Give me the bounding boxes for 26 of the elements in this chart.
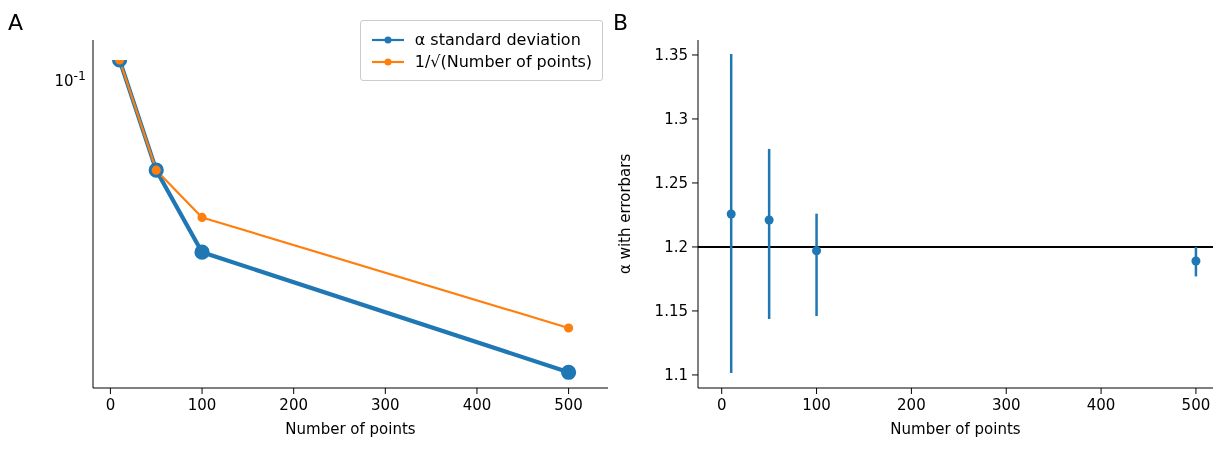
y-tick-label: 1.35 xyxy=(654,45,688,64)
x-tick-label: 0 xyxy=(716,396,727,414)
y-axis-title: α with errorbars xyxy=(616,153,635,274)
x-axis-title: Number of points xyxy=(890,420,1021,438)
x-tick-label: 300 xyxy=(991,396,1021,414)
text: B xyxy=(613,10,629,35)
y-tick-label: 1.3 xyxy=(664,109,688,128)
x-tick-label: 0 xyxy=(105,396,116,414)
y-tick-label: 1.1 xyxy=(664,365,688,384)
x-tick-label: 200 xyxy=(279,396,309,414)
y-tick-label: 1.2 xyxy=(664,237,688,256)
y-tick-label: 1.25 xyxy=(654,173,688,192)
y-tick-label: 1.15 xyxy=(654,301,688,320)
x-tick-label: 500 xyxy=(554,396,583,414)
x-tick-label: 400 xyxy=(462,396,492,414)
text: 10$^{-1}$ xyxy=(54,68,86,90)
x-axis-title: Number of points xyxy=(285,420,416,438)
x-tick-label: 100 xyxy=(802,396,831,414)
text: A xyxy=(8,10,24,35)
legend-label: 1/√(Number of points) xyxy=(414,52,592,71)
x-tick-label: 100 xyxy=(187,396,217,414)
x-tick-label: 300 xyxy=(371,396,400,414)
x-tick-label: 400 xyxy=(1086,396,1116,414)
legend-label: α standard deviation xyxy=(414,30,581,49)
x-tick-label: 200 xyxy=(897,396,926,414)
x-tick-label: 500 xyxy=(1181,396,1211,414)
